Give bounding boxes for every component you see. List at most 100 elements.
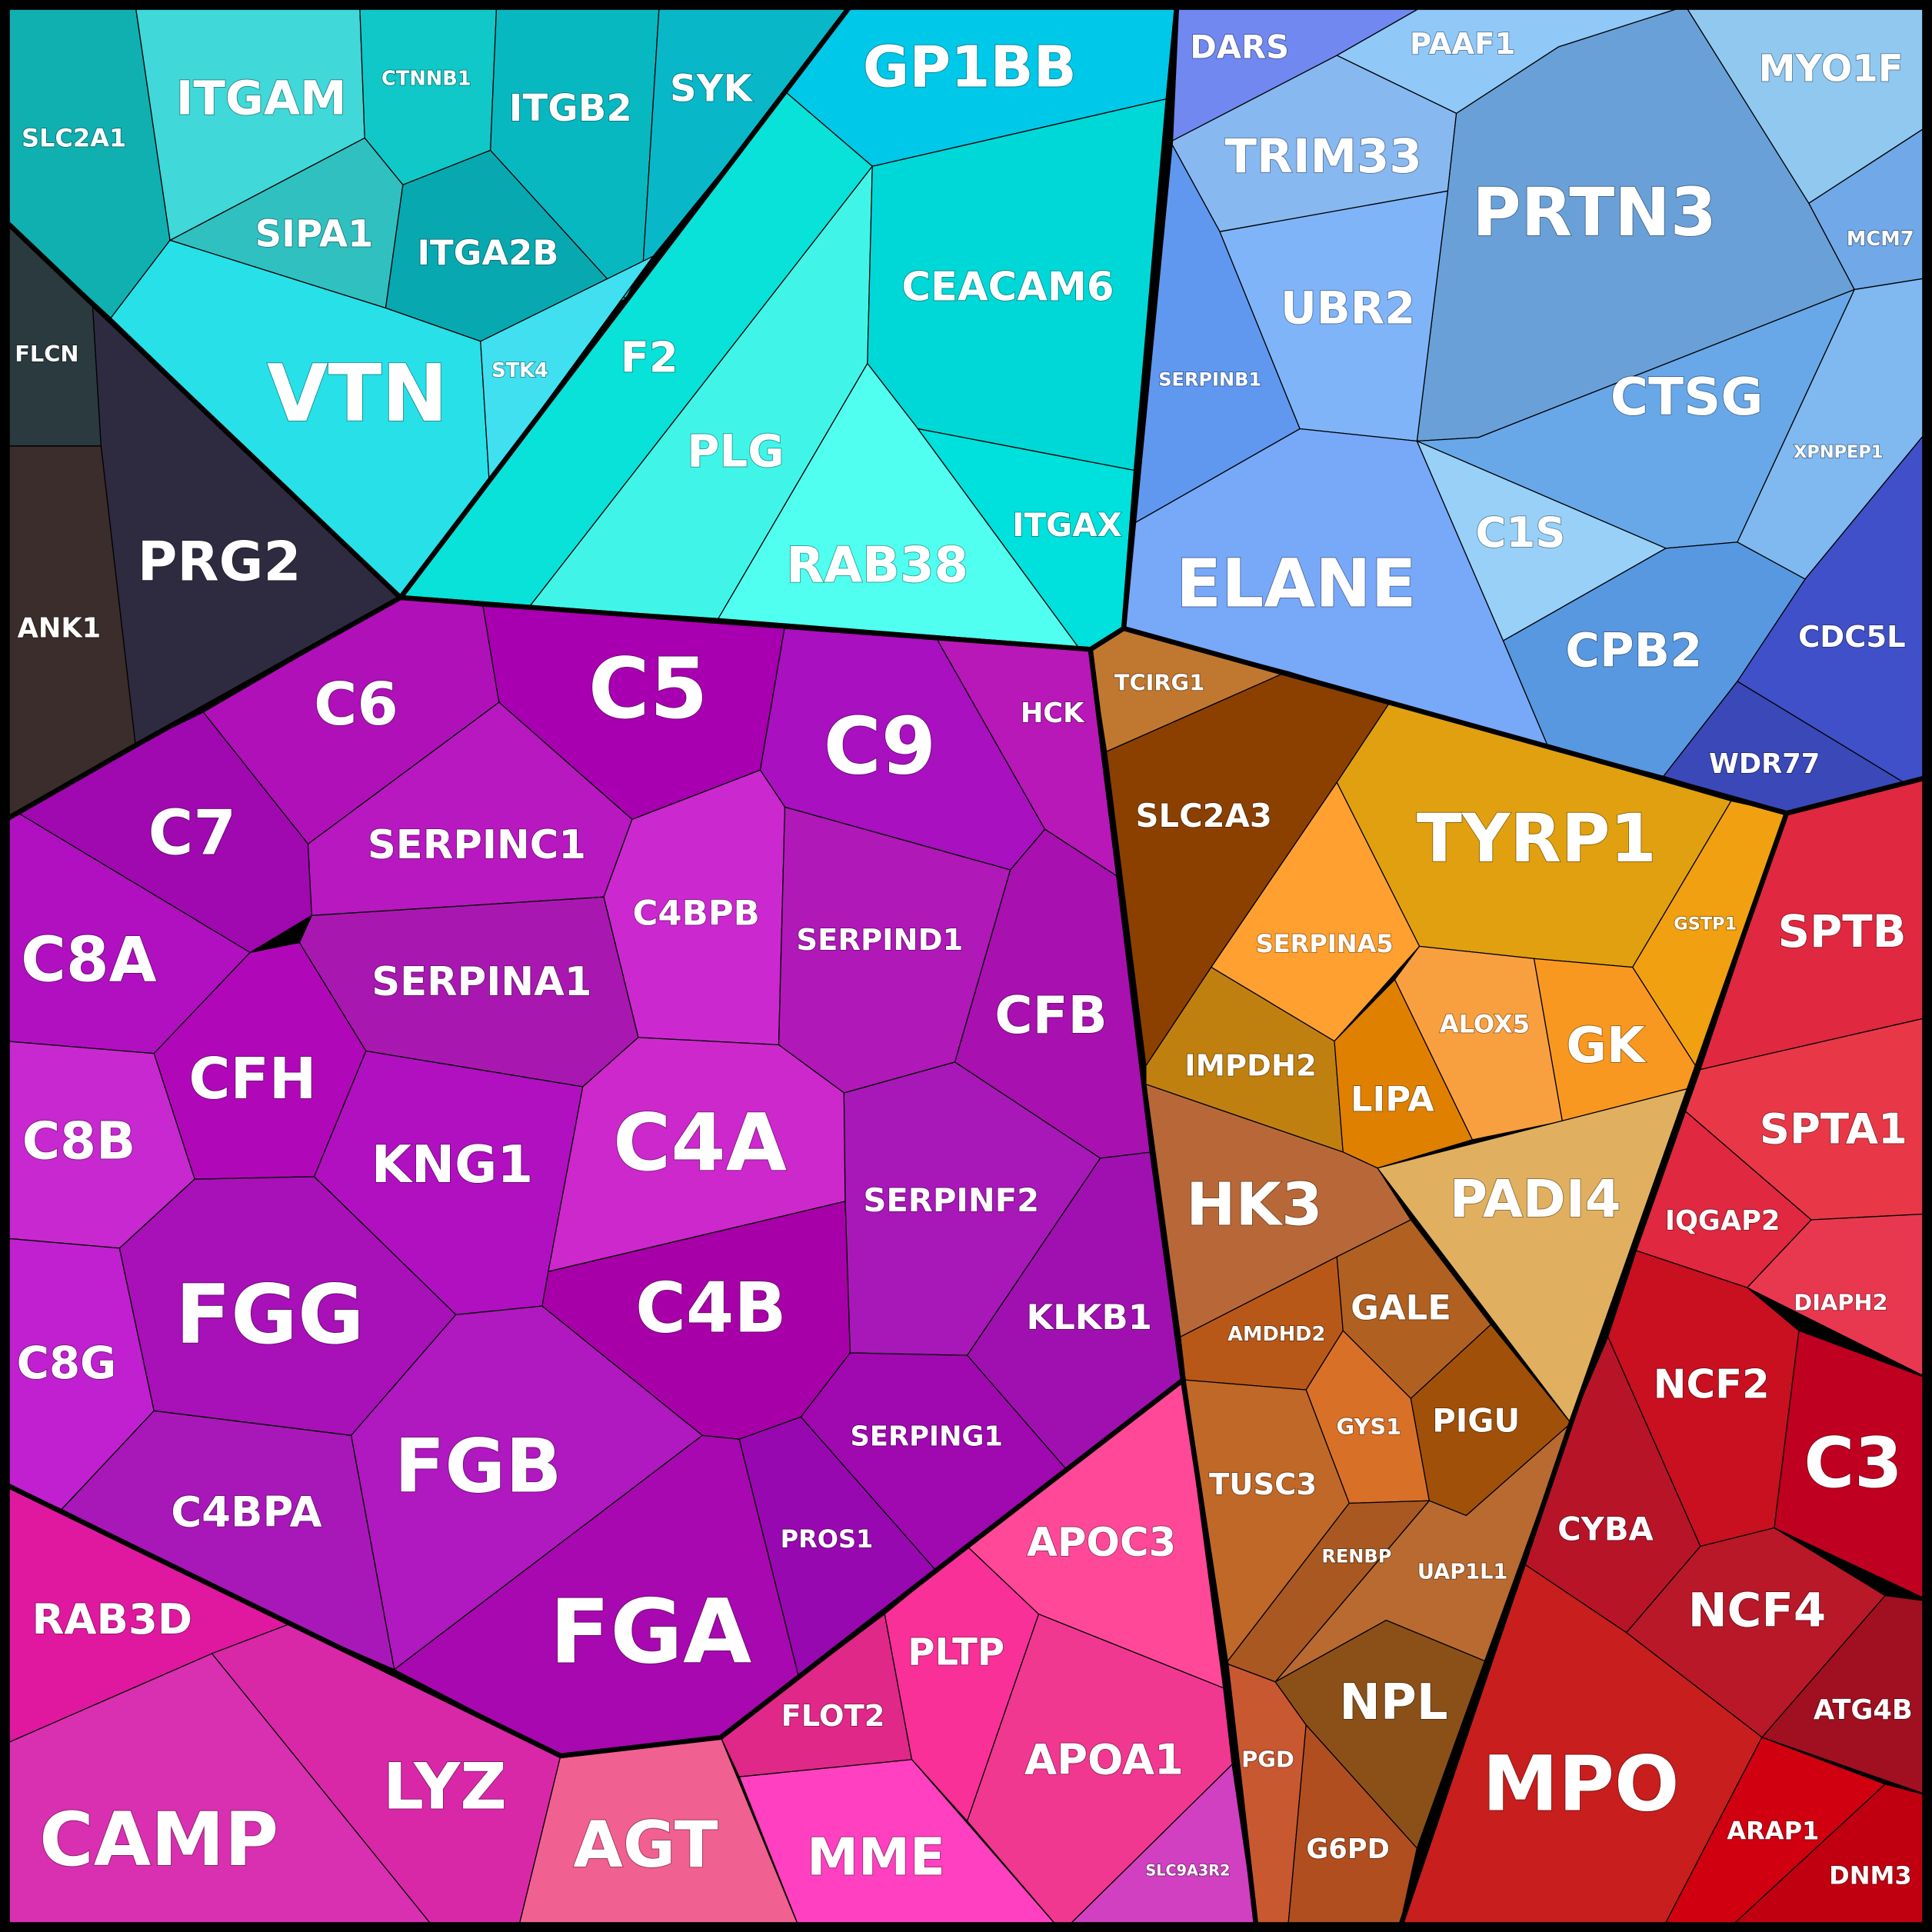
cell-label: PADI4 <box>1450 1169 1621 1229</box>
cell-label: MME <box>807 1827 945 1887</box>
cell-label: SLC2A1 <box>22 123 126 152</box>
cell-label: SERPINA5 <box>1256 929 1394 958</box>
cell-label: APOC3 <box>1027 1520 1176 1566</box>
cell-label: AMDHD2 <box>1227 1323 1325 1346</box>
cell-label: AGT <box>573 1807 718 1882</box>
cell-label: C8A <box>21 924 157 995</box>
cell-label: IQGAP2 <box>1665 1205 1780 1237</box>
cell-label: PGD <box>1241 1747 1294 1773</box>
cell-label: SIPA1 <box>255 212 374 255</box>
cell <box>1660 1737 1887 1932</box>
cell-label: C4B <box>635 1268 787 1348</box>
cell-label: MPO <box>1482 1740 1679 1828</box>
cell <box>480 255 654 482</box>
cell-label: GSTP1 <box>1674 914 1737 934</box>
cell-label: C4BPB <box>632 893 759 934</box>
cell-label: TUSC3 <box>1209 1467 1317 1502</box>
cell-label: PAAF1 <box>1410 27 1515 62</box>
cell-label: SYK <box>670 67 753 110</box>
cell-label: CYBA <box>1557 1511 1654 1548</box>
cell <box>1746 1213 1932 1381</box>
labels: SLC2A1 ITGAM CTNNB1 ITGB2 SYK SIPA1 ITGA2B VTN S… <box>14 26 1914 1890</box>
cell-label: RAB3D <box>32 1594 192 1644</box>
cell-label: DARS <box>1190 28 1289 65</box>
cell-label: SERPINB1 <box>1158 368 1261 390</box>
cell-label: SLC9A3R2 <box>1145 1861 1230 1879</box>
cell-label: C6 <box>314 671 398 739</box>
cell-label: RENBP <box>1321 1545 1391 1567</box>
cell-label: SLC2A3 <box>1136 797 1272 834</box>
cell-label: FGA <box>550 1581 752 1684</box>
cell <box>1334 978 1474 1169</box>
cell-label: LIPA <box>1351 1079 1434 1120</box>
cell-label: SERPINA1 <box>371 959 591 1005</box>
cell <box>1061 1763 1257 1932</box>
cell-label: STK4 <box>491 359 548 382</box>
cell-label: GYS1 <box>1337 1414 1402 1440</box>
cell <box>1724 1784 1932 1932</box>
group-border <box>1396 774 1932 1932</box>
cell-label: C8B <box>22 1111 135 1171</box>
cell-label: SERPING1 <box>851 1421 1003 1452</box>
cell-label: CEACAM6 <box>901 264 1114 310</box>
cell-label: CPB2 <box>1565 623 1702 678</box>
cell-label: CFB <box>994 985 1108 1045</box>
cell-label: ATG4B <box>1814 1694 1913 1726</box>
cell-label: NCF2 <box>1654 1362 1770 1408</box>
cell-label: TYRP1 <box>1417 801 1657 878</box>
cell-label: MCM7 <box>1847 228 1914 251</box>
cell-label: PRTN3 <box>1472 175 1717 251</box>
cell-label: C4A <box>613 1098 787 1189</box>
cell-label: C3 <box>1804 1424 1902 1504</box>
cell-label: SERPINC1 <box>368 822 586 868</box>
cell-label: C5 <box>588 640 708 738</box>
cell-label: GP1BB <box>863 35 1077 101</box>
cell-label: XPNPEP1 <box>1794 442 1883 462</box>
cell-label: C8G <box>17 1337 117 1389</box>
cell-label: UBR2 <box>1281 282 1415 335</box>
cell-label: KNG1 <box>371 1134 533 1194</box>
cell-label: NPL <box>1339 1674 1447 1731</box>
cell-label: CAMP <box>39 1797 278 1883</box>
cell-label: PRG2 <box>138 531 301 594</box>
cell-label: FGG <box>175 1267 365 1362</box>
cell-label: ITGAX <box>1012 506 1121 544</box>
cell-label: C9 <box>824 701 937 792</box>
cell-label: PIGU <box>1432 1402 1520 1440</box>
cell <box>1287 1724 1418 1932</box>
cell-label: CDC5L <box>1798 620 1906 655</box>
cell-label: G6PD <box>1306 1834 1390 1865</box>
cell-label: ITGB2 <box>509 87 632 130</box>
cell-label: ALOX5 <box>1440 1009 1530 1038</box>
cell-label: ITGA2B <box>417 232 558 273</box>
cell-label: CTNNB1 <box>381 68 471 91</box>
cell-label: MYO1F <box>1759 48 1904 91</box>
cell-label: C4BPA <box>171 1487 321 1537</box>
cell-label: DNM3 <box>1829 1860 1912 1890</box>
cell-label: VTN <box>267 348 448 440</box>
group-border <box>3 595 1186 1759</box>
cell-label: PLTP <box>908 1631 1004 1674</box>
cell-label: HK3 <box>1186 1171 1322 1239</box>
cell-label: FGB <box>395 1423 562 1509</box>
cell-label: IMPDH2 <box>1184 1048 1317 1083</box>
cell <box>800 1352 1067 1572</box>
cell-label: RAB38 <box>786 537 968 594</box>
cell-label: ANK1 <box>18 613 102 645</box>
cell-label: UAP1L1 <box>1417 1561 1508 1584</box>
cell-label: CTSG <box>1611 367 1764 427</box>
cell-label: DIAPH2 <box>1794 1289 1887 1315</box>
cell-label: C7 <box>148 797 237 868</box>
cell-label: FLOT2 <box>781 1699 884 1734</box>
cell-label: WDR77 <box>1709 748 1820 780</box>
cell-label: ARAP1 <box>1727 1817 1819 1846</box>
cell-label: SERPINF2 <box>863 1181 1039 1219</box>
cell-label: SPTA1 <box>1760 1104 1907 1153</box>
cell-label: KLKB1 <box>1026 1297 1151 1337</box>
cell-label: F2 <box>621 333 678 382</box>
cell <box>1760 1594 1932 1797</box>
cell-label: HCK <box>1021 698 1085 729</box>
